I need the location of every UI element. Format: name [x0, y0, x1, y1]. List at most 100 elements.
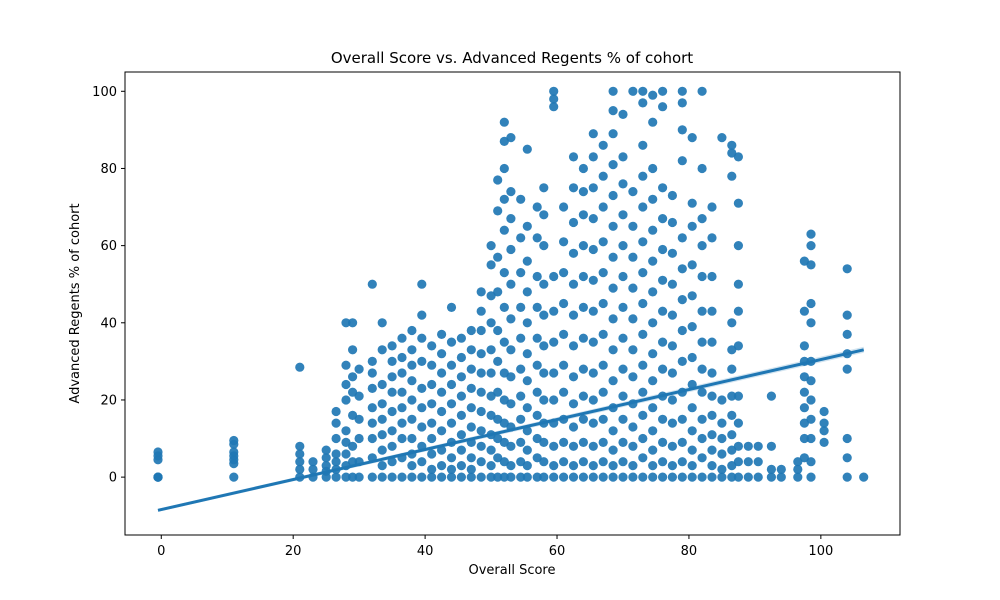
scatter-point	[598, 237, 608, 247]
scatter-point	[743, 441, 753, 451]
scatter-point	[658, 86, 668, 96]
scatter-point	[733, 341, 744, 351]
scatter-point	[806, 376, 816, 386]
scatter-point	[638, 171, 648, 181]
scatter-point	[486, 260, 496, 270]
scatter-point	[743, 472, 753, 482]
scatter-point	[466, 364, 476, 374]
scatter-point	[608, 376, 618, 386]
scatter-point	[532, 302, 542, 312]
scatter-point	[687, 260, 697, 270]
plot-area	[153, 86, 869, 512]
x-axis-label: Overall Score	[468, 563, 555, 578]
scatter-point	[229, 472, 239, 482]
scatter-point	[486, 241, 496, 251]
y-tick-label: 60	[100, 239, 117, 254]
scatter-point	[806, 414, 816, 424]
scatter-point	[437, 387, 447, 397]
scatter-point	[638, 202, 648, 212]
scatter-point	[377, 414, 387, 424]
scatter-point	[476, 457, 486, 467]
x-tick-label: 100	[808, 544, 833, 559]
scatter-point	[446, 360, 457, 370]
scatter-point	[397, 333, 407, 343]
scatter-point	[446, 464, 457, 474]
scatter-point	[486, 461, 496, 471]
scatter-point	[397, 368, 407, 378]
y-tick-label: 0	[109, 471, 117, 486]
scatter-point	[677, 437, 687, 447]
scatter-point	[417, 457, 427, 467]
scatter-point	[568, 217, 579, 228]
scatter-point	[806, 241, 816, 251]
scatter-point	[407, 433, 417, 444]
scatter-point	[295, 449, 305, 459]
scatter-point	[348, 345, 358, 355]
scatter-point	[806, 318, 816, 328]
scatter-point	[486, 472, 496, 482]
scatter-point	[516, 302, 526, 312]
scatter-point	[417, 422, 427, 432]
scatter-point	[717, 464, 727, 474]
scatter-point	[377, 445, 387, 455]
scatter-point	[499, 225, 509, 235]
scatter-point	[229, 447, 239, 457]
scatter-point	[677, 295, 687, 305]
scatter-point	[733, 441, 744, 451]
y-tick-label: 20	[100, 393, 117, 408]
scatter-point	[387, 356, 397, 366]
scatter-point	[793, 464, 803, 474]
scatter-point	[367, 403, 377, 413]
scatter-point	[697, 86, 707, 96]
scatter-point	[486, 368, 496, 378]
scatter-point	[687, 221, 697, 231]
x-tick-label: 60	[549, 544, 566, 559]
scatter-point	[476, 472, 486, 482]
scatter-point	[628, 314, 638, 324]
scatter-point	[493, 287, 503, 297]
scatter-point	[516, 437, 526, 447]
scatter-point	[506, 279, 516, 289]
scatter-point	[559, 268, 569, 278]
scatter-point	[559, 387, 569, 397]
scatter-point	[819, 418, 829, 428]
scatter-point	[522, 426, 532, 436]
scatter-point	[427, 464, 437, 474]
scatter-point	[687, 322, 697, 332]
scatter-point	[427, 433, 437, 444]
scatter-point	[522, 403, 532, 413]
scatter-point	[568, 341, 579, 351]
scatter-point	[667, 472, 678, 482]
scatter-point	[658, 472, 668, 482]
scatter-point	[578, 163, 589, 174]
scatter-point	[658, 457, 668, 467]
scatter-point	[687, 291, 697, 301]
scatter-point	[628, 283, 638, 293]
scatter-point	[539, 183, 549, 193]
scatter-point	[859, 472, 869, 482]
scatter-point	[493, 472, 503, 482]
scatter-point	[476, 287, 486, 297]
scatter-point	[539, 437, 549, 447]
scatter-point	[377, 318, 387, 328]
scatter-point	[559, 360, 569, 370]
scatter-point	[578, 187, 589, 197]
scatter-point	[638, 433, 648, 444]
scatter-point	[618, 179, 628, 189]
scatter-point	[559, 298, 569, 309]
scatter-point	[667, 341, 678, 351]
scatter-point	[456, 461, 466, 471]
scatter-point	[677, 125, 687, 135]
scatter-point	[648, 349, 658, 359]
scatter-point	[568, 441, 579, 451]
scatter-point	[506, 187, 516, 197]
scatter-point	[618, 241, 628, 251]
scatter-point	[549, 94, 559, 104]
scatter-point	[456, 391, 466, 401]
scatter-point	[608, 345, 618, 355]
scatter-point	[648, 426, 658, 436]
scatter-point	[588, 183, 598, 193]
scatter-point	[608, 221, 618, 231]
scatter-point	[341, 449, 351, 459]
scatter-point	[446, 472, 457, 482]
